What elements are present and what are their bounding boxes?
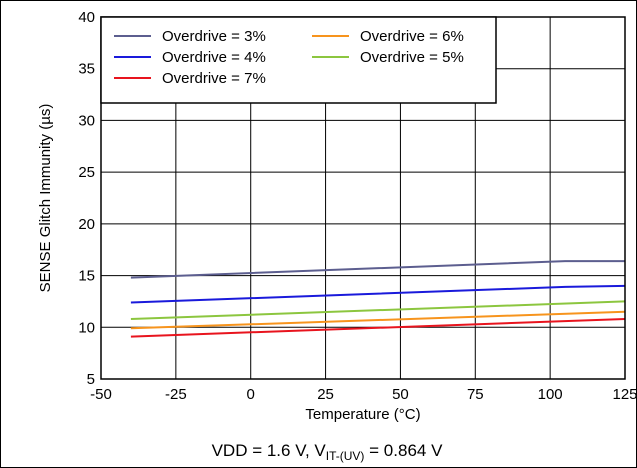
series-line-1 [130, 260, 625, 279]
legend-label: Overdrive = 3% [162, 28, 266, 45]
legend-label: Overdrive = 4% [162, 49, 266, 66]
y-tick-label: 25 [78, 164, 95, 181]
legend-label: Overdrive = 7% [162, 70, 266, 87]
y-tick-label: 30 [78, 112, 95, 129]
x-tick-label: -25 [165, 386, 187, 403]
x-tick-label: 0 [247, 386, 255, 403]
x-tick-label: 25 [317, 386, 334, 403]
series-line-5 [130, 318, 626, 338]
x-tick-label: 125 [612, 386, 637, 403]
x-axis-label: Temperature (°C) [305, 406, 420, 423]
y-tick-label: 20 [78, 216, 95, 233]
x-tick-label: 100 [538, 386, 563, 403]
y-tick-label: 15 [78, 268, 95, 285]
y-tick-label: 40 [78, 9, 95, 26]
legend: Overdrive = 3% Overdrive = 4% Overdrive = … [100, 16, 497, 104]
series-line-4 [130, 310, 626, 330]
series-line-3 [130, 300, 626, 320]
footer-subscript: IT-(UV) [326, 449, 365, 463]
footer-prefix: VDD = 1.6 V, V [212, 441, 327, 460]
footer-condition-label: VDD = 1.6 V, VIT-(UV) = 0.864 V [212, 441, 443, 463]
series-lines [130, 260, 626, 338]
footer-suffix: = 0.864 V [364, 441, 443, 460]
y-tick-label: 10 [78, 319, 95, 336]
y-tick-label: 35 [78, 61, 95, 78]
x-tick-label: 50 [392, 386, 409, 403]
series-line-2 [130, 284, 626, 304]
legend-label: Overdrive = 5% [360, 49, 464, 66]
legend-label: Overdrive = 6% [360, 28, 464, 45]
legend-box [100, 16, 497, 104]
x-tick-label: -50 [90, 386, 112, 403]
x-tick-label: 75 [467, 386, 484, 403]
y-axis-label: SENSE Glitch Immunity (µs) [37, 104, 54, 293]
y-tick-label: 5 [87, 371, 95, 388]
tick-labels: -50 -25 0 25 50 75 100 125 5 10 15 20 25 30 35 40 [78, 9, 637, 403]
